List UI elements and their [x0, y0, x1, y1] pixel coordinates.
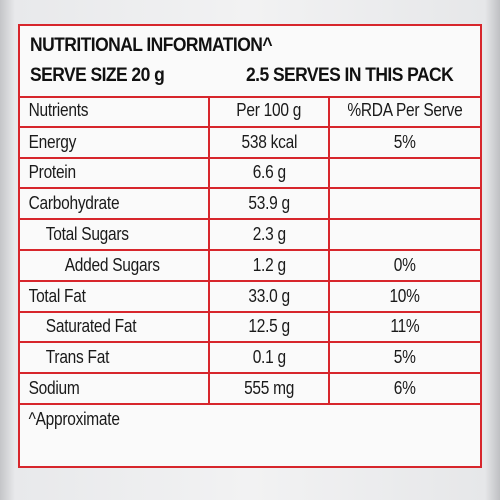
rda-value: 10%: [328, 279, 480, 313]
nutrition-table: Nutrients Per 100 g %RDA Per Serve Energ…: [20, 96, 480, 435]
nutrient-name: Total Sugars: [20, 218, 210, 251]
table-row: Saturated Fat 12.5 g 11%: [20, 310, 480, 344]
per-100g-value: 538 kcal: [208, 125, 330, 159]
table-header-row: Nutrients Per 100 g %RDA Per Serve: [20, 96, 480, 128]
per-100g-value: 2.3 g: [208, 218, 330, 251]
rda-value: [328, 187, 480, 221]
nutrient-name: Carbohydrate: [20, 187, 210, 221]
column-header-rda: %RDA Per Serve: [328, 96, 480, 128]
nutrient-name: Trans Fat: [20, 341, 210, 375]
nutrition-panel: NUTRITIONAL INFORMATION^ SERVE SIZE 20 g…: [18, 24, 482, 468]
nutrition-title: NUTRITIONAL INFORMATION^: [30, 35, 273, 56]
rda-value: [328, 156, 480, 190]
rda-value: 11%: [328, 310, 480, 344]
nutrient-name: Energy: [20, 125, 210, 159]
table-row: Sodium 555 mg 6%: [20, 372, 480, 405]
table-row: Total Fat 33.0 g 10%: [20, 279, 480, 313]
table-row: Trans Fat 0.1 g 5%: [20, 341, 480, 375]
rda-value: 0%: [328, 248, 480, 282]
nutrient-name: Total Fat: [20, 279, 210, 313]
footnote-row: ^Approximate: [20, 402, 480, 435]
per-100g-value: 12.5 g: [208, 310, 330, 344]
per-100g-value: 6.6 g: [208, 156, 330, 190]
per-100g-value: 0.1 g: [208, 341, 330, 375]
serves-per-pack: 2.5 SERVES IN THIS PACK: [246, 65, 454, 86]
nutrition-header: NUTRITIONAL INFORMATION^ SERVE SIZE 20 g…: [20, 26, 480, 98]
table-row: Carbohydrate 53.9 g: [20, 187, 480, 221]
column-header-per-100g: Per 100 g: [208, 96, 330, 128]
rda-value: [328, 218, 480, 251]
per-100g-value: 33.0 g: [208, 279, 330, 313]
rda-value: 5%: [328, 341, 480, 375]
nutrient-name: Added Sugars: [20, 248, 210, 282]
table-row: Added Sugars 1.2 g 0%: [20, 248, 480, 282]
per-100g-value: 555 mg: [208, 372, 330, 405]
nutrient-name: Sodium: [20, 372, 210, 405]
table-row: Energy 538 kcal 5%: [20, 125, 480, 159]
table-row: Total Sugars 2.3 g: [20, 218, 480, 251]
rda-value: 6%: [328, 372, 480, 405]
nutrient-name: Protein: [20, 156, 210, 190]
table-row: Protein 6.6 g: [20, 156, 480, 190]
per-100g-value: 1.2 g: [208, 248, 330, 282]
rda-value: 5%: [328, 125, 480, 159]
per-100g-value: 53.9 g: [208, 187, 330, 221]
column-header-nutrients: Nutrients: [20, 96, 210, 128]
nutrient-name: Saturated Fat: [20, 310, 210, 344]
footnote: ^Approximate: [20, 402, 480, 435]
serve-size: SERVE SIZE 20 g: [30, 65, 165, 86]
